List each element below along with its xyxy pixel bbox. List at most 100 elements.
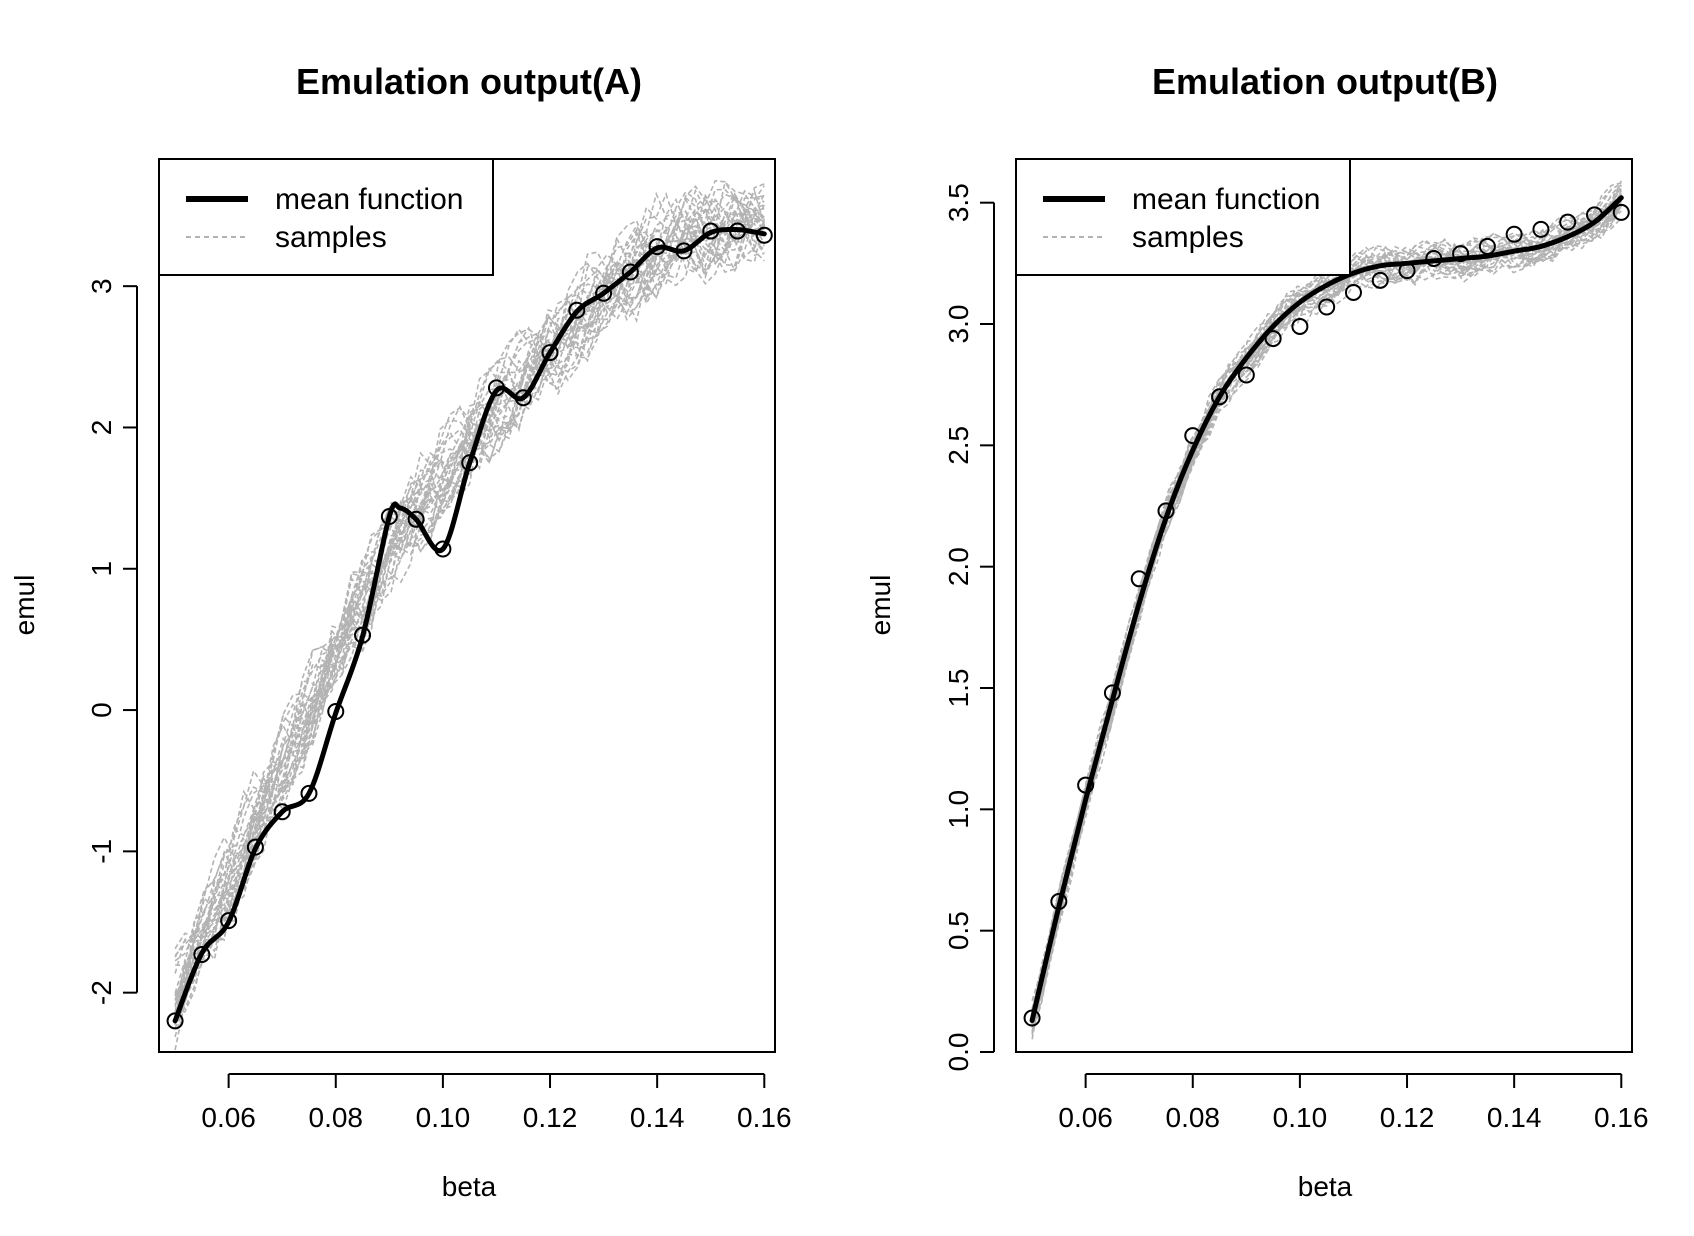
observation-point [1130,570,1148,588]
sample-line [1031,201,1622,1012]
observation-point [193,946,211,964]
x-axis: 0.06 0.08 0.10 0.12 0.14 0.16 [201,1073,792,1133]
observation-point [1398,262,1416,280]
legend-label-mean: mean function [275,183,463,216]
observation-point [1023,1009,1041,1027]
y-tick-label: 1.5 [943,669,974,708]
sample-line [174,211,765,1024]
observation-point [1184,427,1202,445]
x-tick-label: 0.14 [1487,1102,1542,1133]
sample-line [1031,198,1622,1033]
legend-label-samples: samples [1132,221,1244,254]
x-tick-label: 0.08 [309,1102,364,1133]
sample-line [1031,193,1623,1010]
sample-line [1031,204,1622,1026]
observation-point [354,626,372,644]
observation-point [755,226,773,244]
sample-line [1031,188,1622,1016]
sample-line [1031,207,1622,1027]
sample-line [1031,201,1622,1036]
observation-point [380,507,398,525]
sample-line [174,190,765,996]
sample-line [174,185,765,996]
observation-point [702,222,720,240]
x-tick-label: 0.08 [1166,1102,1221,1133]
sample-line [174,206,766,1017]
x-axis-label: beta [442,1171,497,1202]
observation-point [1559,213,1577,231]
sample-line [174,204,765,1025]
chart-title: Emulation output(A) [296,61,642,102]
observation-point [461,454,479,472]
sample-line [174,179,765,958]
observation-point [621,263,639,281]
sample-line [1031,217,1622,1024]
y-tick-label: 0 [86,702,117,718]
sample-line [174,208,765,1029]
mean-function-layer [1029,195,1624,1023]
y-tick-label: 2 [86,420,117,436]
sample-line [1031,185,1622,1014]
observation-point [434,540,452,558]
sample-line [1031,200,1622,1025]
sample-line [1031,197,1622,1029]
sample-line [174,191,766,1007]
legend-box [158,158,494,276]
plot-frame [158,158,776,1053]
chart-panel-a: Emulation output(A) 0.06 0.08 0.10 0.12 0.14… [9,61,792,1202]
chart-title: Emulation output(B) [1152,61,1498,102]
observation-point [595,284,613,302]
mean-function-line [172,226,767,1024]
observation-point [514,389,532,407]
sample-line [174,210,765,1051]
observation-point [1344,283,1362,301]
x-tick-label: 0.12 [523,1102,578,1133]
sample-line [1031,205,1622,1002]
sample-line [1031,192,1622,1034]
y-tick-label: 0.5 [943,911,974,950]
sample-line [174,210,765,1001]
x-tick-label: 0.12 [1380,1102,1435,1133]
sample-line [174,210,765,1015]
legend: mean function samples [1015,158,1351,276]
y-tick-label: 3.5 [943,183,974,222]
legend-label-samples: samples [275,221,387,254]
observation-point [1452,245,1470,263]
sample-line [1031,184,1622,1011]
mean-function-line [1029,195,1624,1023]
x-tick-label: 0.16 [1594,1102,1649,1133]
sample-line [1031,205,1622,1024]
sample-line [174,212,765,1013]
y-axis: 0.0 0.5 1.0 1.5 2.0 2.5 3.0 3.5 [943,183,995,1071]
observation-point [1371,271,1389,289]
observation-point [1077,776,1095,794]
observations-layer [1023,203,1630,1027]
legend-box [1015,158,1351,276]
x-axis-label: beta [1298,1171,1353,1202]
observation-point [246,838,264,856]
sample-line [174,183,765,1002]
x-tick-label: 0.06 [1058,1102,1113,1133]
sample-line [1031,204,1623,1023]
observation-point [648,238,666,256]
sample-line [1031,210,1622,1022]
observation-point [1532,220,1550,238]
observation-point [1157,502,1175,520]
y-tick-label: -2 [86,980,117,1005]
y-tick-label: 1.0 [943,790,974,829]
observation-point [407,510,425,528]
sample-line [1031,182,1622,1025]
sample-line [1031,199,1623,1014]
sample-line [1031,200,1622,1015]
observation-point [220,912,238,930]
mean-function-layer [172,226,767,1024]
observation-point [1103,684,1121,702]
sample-line [174,193,765,997]
sample-line [1031,182,1622,1018]
y-tick-label: -1 [86,839,117,864]
sample-line [174,207,765,1025]
x-axis: 0.06 0.08 0.10 0.12 0.14 0.16 [1058,1073,1649,1133]
chart-panel-b: Emulation output(B) 0.06 0.08 0.10 0.12 0.14… [865,61,1649,1202]
sample-line [174,212,766,1005]
observation-point [166,1012,184,1030]
